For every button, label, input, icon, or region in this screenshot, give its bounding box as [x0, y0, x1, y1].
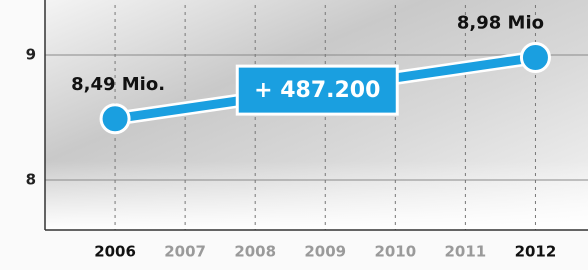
- point: [521, 44, 549, 72]
- x-tick-label: 2008: [234, 243, 276, 261]
- x-tick-label: 2012: [515, 243, 557, 261]
- x-tick-label: 2007: [164, 243, 206, 261]
- chart: 8 9 2006 2007 2008 2009 2010 2011 2012 8,49 Mio. 8…: [0, 0, 588, 270]
- annotation: + 487.200: [254, 78, 380, 103]
- point: [101, 105, 129, 133]
- y-tick-label: 9: [26, 46, 36, 64]
- x-tick-label: 2006: [94, 243, 136, 261]
- x-tick-label: 2010: [374, 243, 416, 261]
- value-label: 8,98 Mio: [457, 13, 544, 34]
- x-tick-label: 2011: [445, 243, 487, 261]
- value-label: 8,49 Mio.: [71, 74, 165, 95]
- x-tick-label: 2009: [304, 243, 346, 261]
- y-tick-label: 8: [26, 171, 36, 189]
